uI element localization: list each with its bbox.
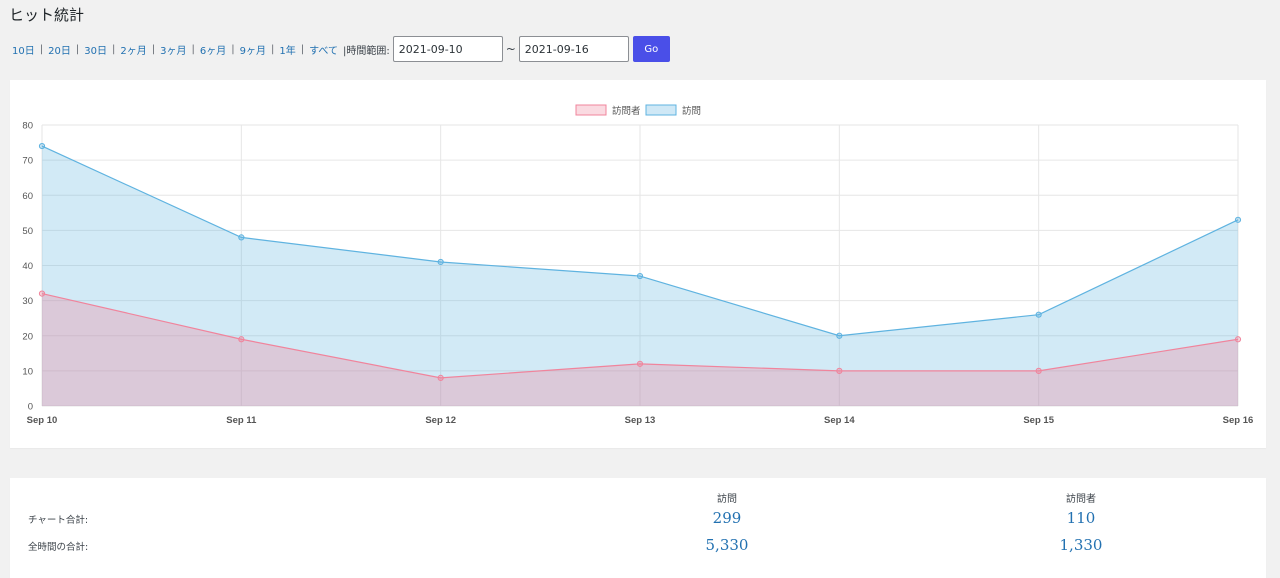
- range-link-3m[interactable]: 3ヶ月: [160, 45, 187, 57]
- range-separator: |: [270, 43, 275, 55]
- range-link-6m[interactable]: 6ヶ月: [199, 45, 227, 57]
- y-tick-label: 20: [22, 331, 33, 342]
- data-point-visitors: [1035, 367, 1042, 374]
- range-link-30d[interactable]: 30日: [84, 45, 107, 57]
- legend-swatch: [575, 104, 607, 116]
- range-separator: |: [231, 43, 235, 55]
- page-title: ヒット統計: [9, 6, 85, 24]
- y-tick-label: 70: [22, 156, 33, 167]
- range-separator: |: [75, 43, 80, 55]
- range-separator: |: [151, 43, 156, 55]
- legend-label: 訪問: [682, 105, 701, 117]
- stats-card: 訪問 訪問者 チャート合計: 299 110 全時間の合計: 5,330 1,3…: [10, 478, 1266, 578]
- series-line-visitors: [41, 293, 1239, 379]
- stats-header-visitors: 訪問者: [1066, 494, 1096, 505]
- stats-row-label: チャート合計:: [28, 515, 89, 526]
- range-toolbar: 10日 | 20日 | 30日 | 2ヶ月 | 3ヶ月 | 6ヶ月 | 9ヶ月 …: [12, 36, 670, 62]
- date-from-input[interactable]: [392, 36, 503, 62]
- range-link-10d[interactable]: 10日: [12, 45, 35, 57]
- x-tick-label: Sep 14: [824, 415, 855, 426]
- y-tick-label: 80: [22, 121, 33, 132]
- data-point-visits: [636, 272, 644, 280]
- date-to-input[interactable]: [518, 36, 629, 62]
- data-point-visitors: [836, 367, 843, 374]
- data-point-visits: [38, 142, 46, 150]
- x-tick-label: Sep 10: [27, 415, 58, 426]
- series-area-visits: [42, 146, 1238, 406]
- series-line-visits: [41, 145, 1239, 337]
- x-tick-label: Sep 13: [625, 415, 656, 426]
- time-range-label: |時間範囲:: [342, 45, 390, 57]
- data-point-visitors: [38, 290, 46, 297]
- stats-chart-total-visitors: 110: [1066, 509, 1096, 527]
- range-link-2m[interactable]: 2ヶ月: [120, 45, 147, 57]
- range-link-20d[interactable]: 20日: [48, 45, 71, 57]
- hits-chart: 0 10 20 30 40 50 60 70 80 Sep 10 Sep 11 Sep 12 Sep 1…: [22, 104, 1254, 426]
- data-point-visitors: [1234, 336, 1242, 343]
- x-tick-label: Sep 12: [425, 415, 456, 426]
- x-tick-label: Sep 11: [226, 415, 257, 426]
- data-point-visits: [1035, 311, 1042, 318]
- range-separator: |: [191, 43, 195, 55]
- range-separator: |: [39, 43, 44, 55]
- data-point-visits: [1234, 216, 1242, 223]
- range-link-1y[interactable]: 1年: [279, 45, 296, 57]
- stats-header-visits: 訪問: [717, 494, 737, 505]
- range-link-9m[interactable]: 9ヶ月: [239, 45, 266, 57]
- chart-card: 0 10 20 30 40 50 60 70 80 Sep 10 Sep 11 Sep 12 Sep 1…: [10, 80, 1266, 448]
- y-tick-label: 30: [22, 296, 33, 307]
- legend-label: 訪問者: [612, 105, 641, 117]
- y-tick-label: 40: [22, 261, 33, 272]
- legend-swatch: [645, 104, 677, 116]
- stats-alltime-total-visitors: 1,330: [1059, 536, 1103, 554]
- range-separator: |: [300, 43, 305, 55]
- data-point-visitors: [636, 360, 644, 367]
- y-tick-label: 60: [22, 191, 33, 202]
- y-tick-label: 10: [22, 366, 33, 377]
- data-point-visits: [836, 332, 843, 339]
- stats-row-label: 全時間の合計:: [28, 542, 89, 553]
- go-button[interactable]: Go: [632, 36, 670, 62]
- data-point-visits: [437, 258, 444, 266]
- x-tick-label: Sep 16: [1223, 415, 1254, 426]
- stats-alltime-total-visits: 5,330: [705, 536, 749, 554]
- date-range-tilde: ~: [505, 42, 516, 56]
- range-link-all[interactable]: すべて: [309, 45, 338, 57]
- series-area-visitors: [42, 293, 1238, 406]
- data-point-visitors: [238, 336, 245, 343]
- x-tick-label: Sep 15: [1023, 415, 1054, 426]
- y-tick-label: 0: [28, 402, 33, 413]
- data-point-visits: [238, 234, 245, 241]
- stats-chart-total-visits: 299: [712, 509, 742, 527]
- data-point-visitors: [437, 374, 444, 381]
- range-separator: |: [111, 43, 116, 55]
- y-tick-label: 50: [22, 226, 33, 237]
